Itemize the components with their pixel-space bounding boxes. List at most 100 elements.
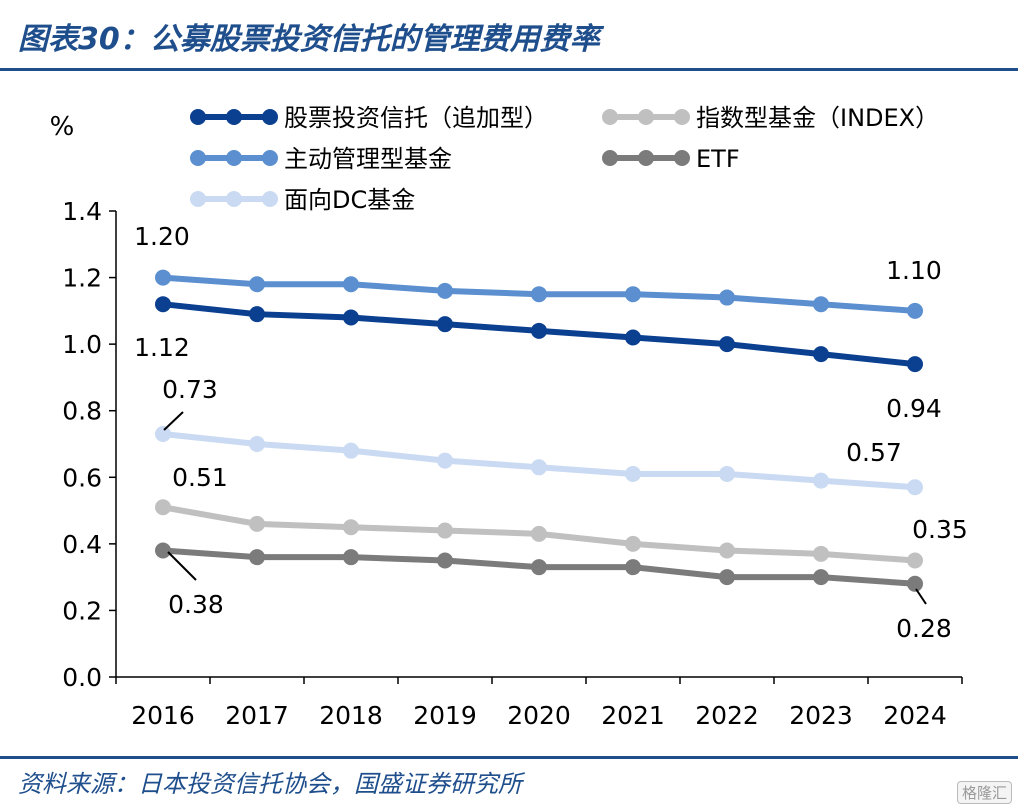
data-label: 0.73	[162, 375, 218, 404]
legend-swatch-marker	[226, 191, 242, 207]
legend-swatch-marker	[226, 150, 242, 166]
data-label: 1.20	[134, 222, 190, 251]
x-tick-label: 2016	[131, 701, 195, 730]
legend-label: 主动管理型基金	[284, 145, 452, 173]
y-tick-label: 0.8	[62, 397, 102, 426]
x-tick-label: 2024	[883, 701, 947, 730]
series-point	[813, 346, 829, 363]
series-point	[343, 276, 359, 293]
series-point	[625, 286, 641, 303]
annotation-leader-line	[167, 551, 197, 581]
y-tick-label: 0.0	[62, 663, 102, 692]
watermark-logo: 格隆汇	[956, 781, 1012, 804]
x-tick-label: 2019	[413, 701, 477, 730]
x-tick-label: 2020	[507, 701, 571, 730]
legend-swatch-marker	[674, 109, 690, 125]
y-tick-label: 0.4	[62, 530, 102, 559]
series-point	[719, 465, 735, 482]
series-point	[625, 535, 641, 552]
series-point	[907, 302, 923, 319]
series-point	[249, 306, 265, 323]
series-point	[437, 452, 453, 469]
series-point	[155, 269, 171, 286]
series-point	[907, 356, 923, 373]
series-point	[625, 559, 641, 576]
series-point	[719, 542, 735, 559]
series-point	[155, 499, 171, 516]
series-point	[343, 309, 359, 326]
page-title: 图表30：公募股票投资信托的管理费用费率	[18, 22, 600, 57]
legend-swatch-marker	[638, 109, 654, 125]
series-point	[343, 549, 359, 566]
series-point	[437, 522, 453, 539]
title-divider	[0, 68, 1018, 71]
x-tick-label: 2018	[319, 701, 383, 730]
legend-swatch-marker	[602, 109, 618, 125]
series-point	[719, 569, 735, 586]
legend-swatch-marker	[638, 150, 654, 166]
legend-label: 股票投资信托（追加型）	[284, 104, 548, 132]
series-point	[531, 559, 547, 576]
x-tick-label: 2021	[601, 701, 665, 730]
series-point	[249, 276, 265, 293]
series-point	[625, 465, 641, 482]
data-label: 0.35	[912, 515, 968, 544]
legend-swatch-marker	[262, 150, 278, 166]
series-point	[437, 552, 453, 569]
legend-swatch-marker	[190, 150, 206, 166]
series-point	[907, 479, 923, 496]
y-tick-label: 1.4	[62, 197, 102, 226]
legend-swatch-marker	[602, 150, 618, 166]
legend-swatch-marker	[190, 109, 206, 125]
series-point	[531, 459, 547, 476]
data-label: 1.10	[886, 256, 942, 285]
series-point	[907, 575, 923, 592]
series-point	[437, 316, 453, 333]
legend-swatch-marker	[674, 150, 690, 166]
series-point	[719, 289, 735, 306]
y-tick-label: 1.0	[62, 330, 102, 359]
data-label: 0.94	[886, 394, 942, 423]
series-point	[813, 569, 829, 586]
y-axis-label: %	[50, 112, 75, 142]
series-point	[907, 552, 923, 569]
series-point	[625, 329, 641, 346]
legend-label: 面向DC基金	[284, 186, 415, 214]
legend-swatch-marker	[226, 109, 242, 125]
series-point	[155, 542, 171, 559]
series-point	[343, 519, 359, 536]
data-label: 0.38	[168, 590, 224, 619]
series-point	[249, 549, 265, 566]
data-label: 0.57	[846, 438, 902, 467]
legend-label: ETF	[696, 145, 740, 173]
source-note: 资料来源：日本投资信托协会，国盛证券研究所	[18, 770, 522, 798]
annotation-leader-line	[915, 588, 927, 605]
legend-label: 指数型基金（INDEX）	[696, 104, 939, 132]
series-point	[813, 296, 829, 313]
data-label: 0.28	[896, 614, 952, 643]
legend-swatch-marker	[262, 109, 278, 125]
x-tick-label: 2023	[789, 701, 853, 730]
legend-swatch-marker	[262, 191, 278, 207]
series-point	[155, 426, 171, 443]
line-chart: 0.0 0.2 0.4 0.6 0.8 1.0 1.2 1.4 2016 2017 2018 2019…	[50, 104, 968, 730]
source-divider	[0, 756, 1018, 759]
series-point	[155, 296, 171, 313]
y-tick-label: 0.2	[62, 596, 102, 625]
series-point	[719, 336, 735, 353]
data-label: 1.12	[134, 333, 190, 362]
series-point	[249, 515, 265, 532]
series-point	[249, 436, 265, 452]
series-point	[531, 286, 547, 303]
series-point	[813, 472, 829, 489]
series-point	[343, 442, 359, 459]
legend-swatch-marker	[190, 191, 206, 207]
series-point	[437, 282, 453, 299]
annotation-leader-line	[163, 411, 184, 431]
x-tick-label: 2017	[225, 701, 289, 730]
y-tick-label: 1.2	[62, 264, 102, 293]
series-point	[531, 525, 547, 542]
y-tick-label: 0.6	[62, 463, 102, 492]
series-point	[813, 545, 829, 562]
series-point	[531, 322, 547, 339]
